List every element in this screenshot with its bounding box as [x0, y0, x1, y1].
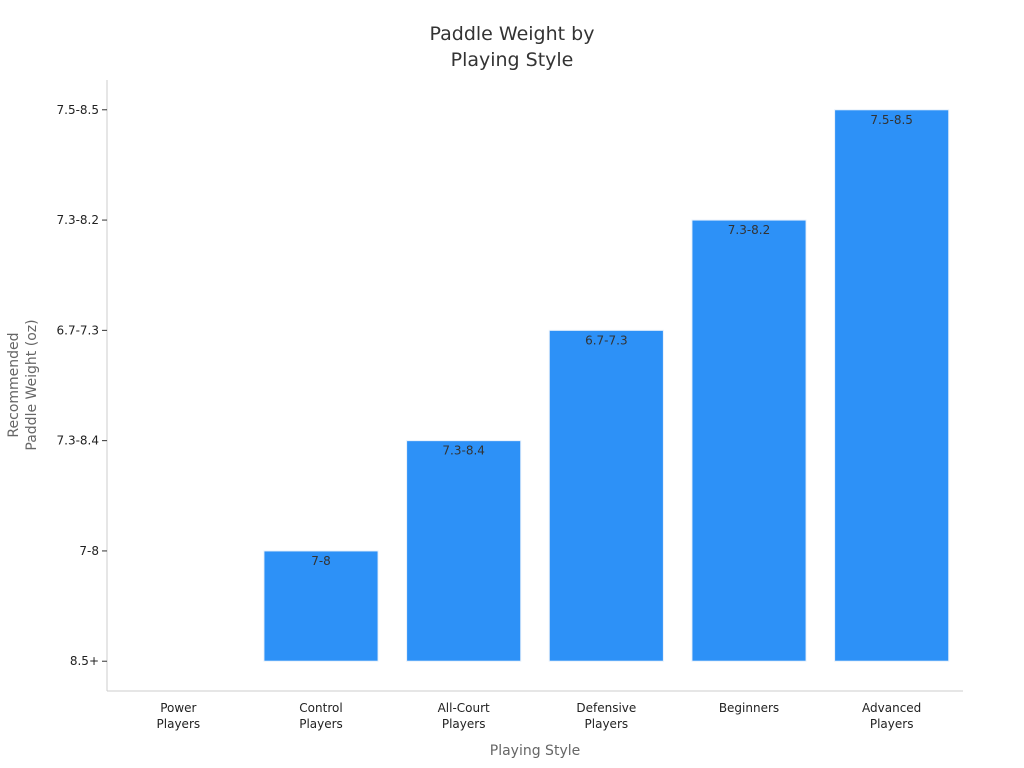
y-tick-label: 7.3-8.4: [57, 434, 100, 448]
y-tick-label: 7.3-8.2: [57, 213, 100, 227]
data-label: 7.5-8.5: [870, 113, 913, 127]
y-axis-label: Recommended Paddle Weight (oz): [6, 319, 40, 450]
data-label: 7.3-8.4: [442, 444, 485, 458]
bar: [834, 109, 950, 662]
data-label: 6.7-7.3: [585, 333, 628, 347]
bar: [691, 219, 807, 662]
y-tick-label: 7.5-8.5: [57, 103, 100, 117]
y-tick-label: 8.5+: [70, 654, 99, 668]
bar: [263, 550, 379, 662]
x-axis-label: Playing Style: [490, 743, 580, 759]
x-tick-label: Beginners: [719, 701, 779, 715]
chart-title: Paddle Weight by Playing Style: [430, 23, 595, 71]
x-tick-label: Power Players: [157, 701, 201, 731]
x-tick-label: Control Players: [299, 701, 343, 731]
y-tick-label: 7-8: [79, 544, 99, 558]
data-label: 7.3-8.2: [728, 223, 771, 237]
y-tick-label: 6.7-7.3: [57, 323, 100, 337]
x-tick-label: Defensive Players: [576, 701, 636, 731]
x-tick-label: Advanced Players: [862, 701, 921, 731]
data-label: 7-8: [311, 554, 331, 568]
bar: [406, 440, 522, 662]
bar: [548, 329, 664, 662]
x-tick-label: All-Court Players: [438, 701, 490, 731]
